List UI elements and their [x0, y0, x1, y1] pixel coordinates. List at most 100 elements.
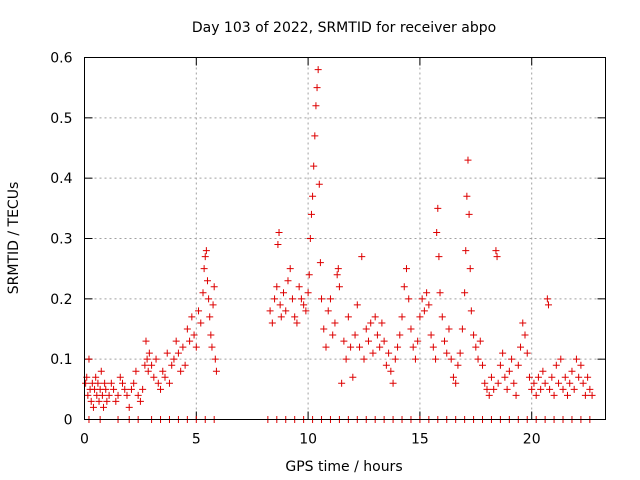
data-point: [494, 379, 502, 387]
data-point: [555, 379, 563, 387]
y-tick-label: 0: [64, 413, 73, 429]
data-point: [581, 391, 589, 399]
data-point: [268, 319, 276, 327]
data-point: [557, 355, 565, 363]
data-point: [89, 403, 97, 411]
data-point: [505, 367, 513, 375]
data-point: [344, 313, 352, 321]
data-point: [87, 397, 95, 405]
data-point: [181, 361, 189, 369]
data-point: [423, 289, 431, 297]
data-point: [407, 325, 415, 333]
data-point: [107, 379, 115, 387]
data-point: [519, 319, 527, 327]
data-point: [501, 373, 509, 381]
data-point: [436, 289, 444, 297]
data-point: [559, 385, 567, 393]
data-point: [159, 367, 167, 375]
data-point: [490, 385, 498, 393]
data-point: [320, 325, 328, 333]
data-point: [367, 319, 375, 327]
data-point: [364, 337, 372, 345]
data-point: [333, 271, 341, 279]
data-point: [179, 343, 187, 351]
data-point: [338, 379, 346, 387]
data-point: [273, 283, 281, 291]
data-point: [150, 373, 158, 381]
data-point: [458, 325, 466, 333]
data-point: [387, 367, 395, 375]
data-point: [148, 361, 156, 369]
data-point: [110, 385, 118, 393]
data-point: [92, 373, 100, 381]
y-tick-label: 0.1: [50, 352, 72, 368]
data-point: [479, 361, 487, 369]
data-point: [165, 379, 173, 387]
data-point: [100, 403, 108, 411]
data-point: [351, 331, 359, 339]
data-point: [277, 313, 285, 321]
data-point: [584, 373, 592, 381]
data-point: [335, 283, 343, 291]
data-point: [385, 349, 393, 357]
data-point: [466, 265, 474, 273]
data-point: [532, 391, 540, 399]
data-point: [291, 313, 299, 321]
data-point: [510, 379, 518, 387]
data-point: [396, 331, 404, 339]
data-point: [192, 343, 200, 351]
data-point: [496, 361, 504, 369]
data-point: [125, 403, 133, 411]
data-point: [318, 295, 326, 303]
data-point: [525, 373, 533, 381]
data-point: [271, 295, 279, 303]
data-point: [275, 228, 283, 236]
data-point: [205, 295, 213, 303]
data-point: [123, 391, 131, 399]
data-point: [441, 337, 449, 345]
data-point: [435, 253, 443, 261]
data-point: [315, 180, 323, 188]
data-point: [376, 343, 384, 351]
data-point: [119, 379, 127, 387]
data-point: [476, 337, 484, 345]
data-point: [528, 385, 536, 393]
data-point: [211, 355, 219, 363]
data-point: [389, 379, 397, 387]
data-point: [208, 343, 216, 351]
data-point: [188, 313, 196, 321]
data-point: [362, 325, 370, 333]
data-point: [342, 355, 350, 363]
data-point: [183, 325, 191, 333]
data-point: [322, 343, 330, 351]
x-tick-label: 20: [523, 432, 541, 448]
data-point: [186, 337, 194, 345]
data-point: [209, 301, 217, 309]
data-point: [300, 301, 308, 309]
data-point: [310, 162, 318, 170]
data-point: [470, 331, 478, 339]
data-point: [161, 373, 169, 381]
data-point: [523, 349, 531, 357]
data-point: [105, 391, 113, 399]
x-axis-title: GPS time / hours: [285, 459, 402, 475]
data-point: [405, 295, 413, 303]
data-point: [411, 355, 419, 363]
data-point: [499, 349, 507, 357]
y-tick-label: 0.2: [50, 292, 72, 308]
data-point: [295, 283, 303, 291]
data-point: [282, 307, 290, 315]
data-point: [172, 337, 180, 345]
data-point: [190, 331, 198, 339]
data-point: [561, 373, 569, 381]
data-point: [101, 379, 109, 387]
data-point: [284, 277, 292, 285]
data-point: [572, 355, 580, 363]
data-point: [143, 355, 151, 363]
data-point: [293, 319, 301, 327]
data-point: [302, 307, 310, 315]
data-point: [566, 379, 574, 387]
data-point: [445, 325, 453, 333]
data-point: [142, 337, 150, 345]
